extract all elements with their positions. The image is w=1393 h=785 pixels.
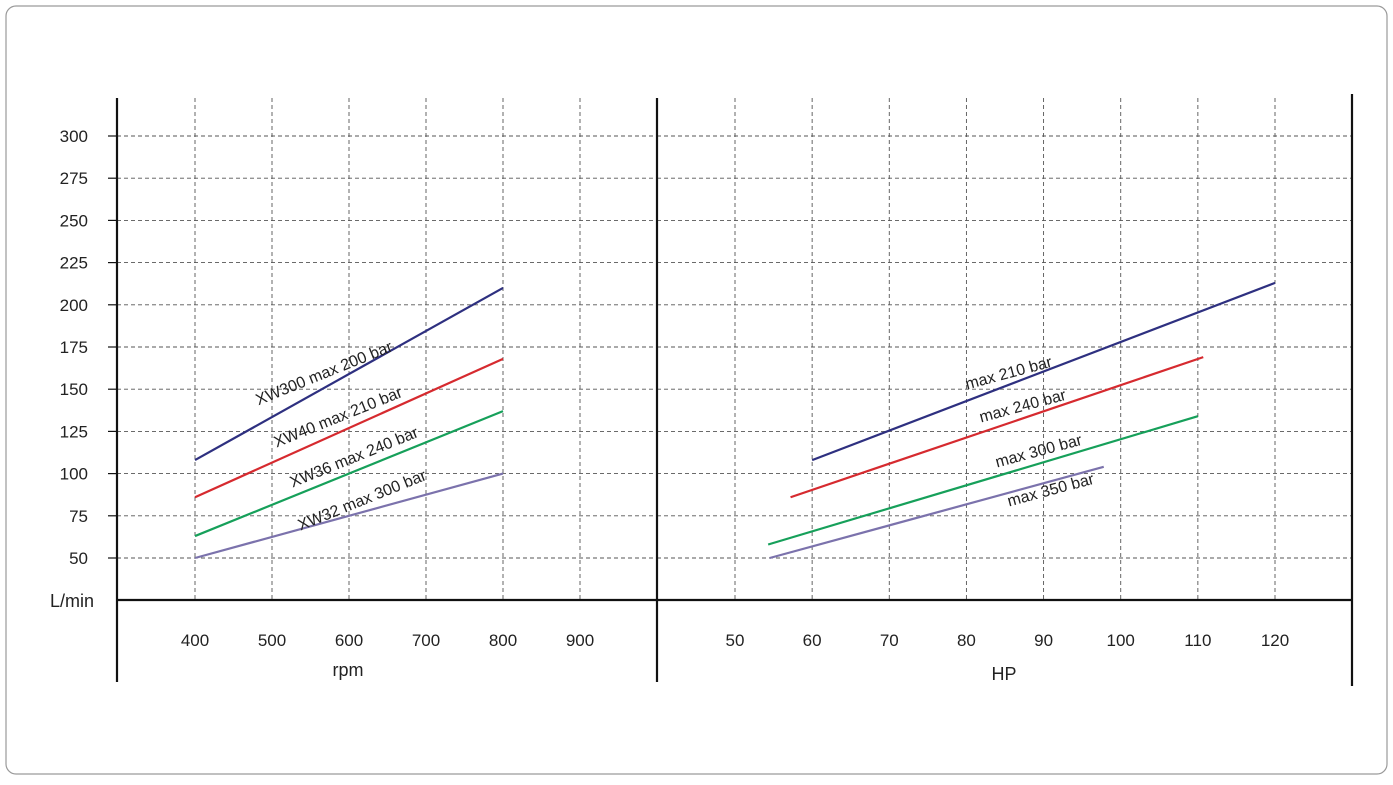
x-tick-label: 70 — [880, 631, 899, 650]
x-tick-label: 400 — [181, 631, 209, 650]
y-tick-label: 50 — [69, 549, 88, 568]
x-tick-label: 700 — [412, 631, 440, 650]
x-tick-label: 50 — [726, 631, 745, 650]
series-line — [194, 472, 504, 560]
series-line — [769, 465, 1105, 560]
y-tick-label: 175 — [60, 338, 88, 357]
y-tick-label: 150 — [60, 380, 88, 399]
y-tick-label: 100 — [60, 465, 88, 484]
axis-layer: 400 500 600 700 800 900 50 75 100 125 150 175 200 225… — [50, 94, 1354, 686]
y-tick-label: 300 — [60, 127, 88, 146]
x-tick-label: 100 — [1107, 631, 1135, 650]
series-line — [767, 415, 1199, 546]
series-line — [194, 357, 504, 499]
y-tick-label: 250 — [60, 211, 88, 230]
series-line — [194, 286, 504, 462]
y-tick-label: 275 — [60, 169, 88, 188]
x-tick-label: 800 — [489, 631, 517, 650]
x-axis-label: rpm — [333, 660, 364, 680]
y-tick-label: 125 — [60, 422, 88, 441]
x-tick-label: 500 — [258, 631, 286, 650]
y-tick-label: 200 — [60, 296, 88, 315]
chart-frame — [5, 5, 1388, 775]
x-tick-label: 110 — [1184, 631, 1211, 650]
x-tick-label: 60 — [803, 631, 822, 650]
y-tick-label: 225 — [60, 254, 88, 273]
series-line — [194, 410, 504, 538]
y-tick-label: 75 — [69, 507, 88, 526]
y-axis-label: L/min — [50, 591, 94, 611]
x-tick-label: 900 — [566, 631, 594, 650]
x-tick-label: 80 — [957, 631, 976, 650]
x-tick-label: 600 — [335, 631, 363, 650]
x-tick-label: 120 — [1261, 631, 1289, 650]
series-layer — [194, 281, 1276, 560]
series-line — [790, 356, 1204, 499]
grid-layer — [117, 98, 1352, 600]
x-tick-label: 90 — [1034, 631, 1053, 650]
series-line — [811, 281, 1276, 462]
x-axis-label: HP — [991, 664, 1016, 684]
